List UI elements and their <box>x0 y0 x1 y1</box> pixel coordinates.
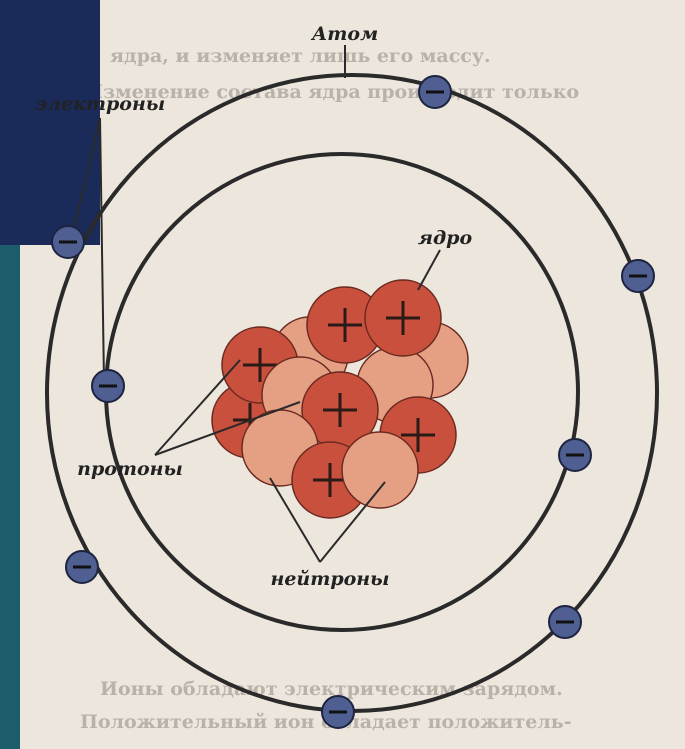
atom-label: Атом <box>310 23 378 45</box>
background-text: ядра, и изменяет лишь его массу. <box>110 45 491 67</box>
neutron <box>342 432 418 508</box>
corner-block <box>0 0 100 245</box>
nucleus-label: ядро <box>418 227 473 249</box>
electrons-label: электроны <box>35 93 165 115</box>
protons-label: протоны <box>77 458 183 480</box>
atom-diagram: ядра, и изменяет лишь его массу. Изменен… <box>0 0 685 749</box>
neutrons-label: нейтроны <box>270 568 389 590</box>
